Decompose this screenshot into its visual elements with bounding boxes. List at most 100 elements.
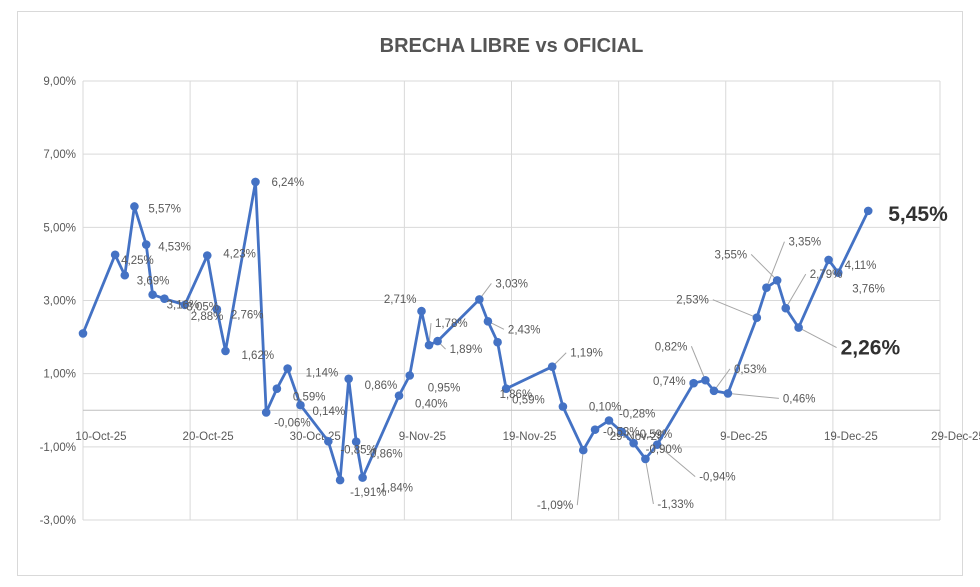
data-point-marker xyxy=(641,454,650,464)
x-axis-tick-label: 20-Oct-25 xyxy=(183,431,234,443)
data-point-label: 1,62% xyxy=(241,350,274,362)
data-point-marker xyxy=(781,303,791,313)
data-point-marker xyxy=(335,475,345,485)
data-point-marker xyxy=(863,206,873,216)
data-point-marker xyxy=(394,391,404,400)
data-point-marker xyxy=(547,362,557,372)
x-axis-tick-label: 10-Oct-25 xyxy=(75,431,126,443)
data-point-marker xyxy=(251,177,260,187)
x-axis-tick-label: 30-Oct-25 xyxy=(290,431,341,443)
data-point-label: -0,90% xyxy=(646,444,682,456)
data-point-label: 0,46% xyxy=(783,393,816,405)
data-point-label: -1,33% xyxy=(657,499,693,511)
data-point-label: 4,11% xyxy=(845,260,877,272)
data-point-label: 0,86% xyxy=(365,380,398,392)
data-point-marker xyxy=(351,437,361,447)
data-point-marker xyxy=(110,250,120,260)
data-point-marker xyxy=(604,416,614,425)
data-point-marker xyxy=(709,386,719,396)
data-point-label: 5,57% xyxy=(148,203,181,215)
x-axis-tick-label: 19-Nov-25 xyxy=(503,431,557,443)
data-point-marker xyxy=(701,375,710,385)
x-axis-tick-label: 9-Nov-25 xyxy=(399,431,446,443)
data-point-marker xyxy=(617,427,627,437)
data-point-label: -1,84% xyxy=(377,483,413,495)
data-point-marker xyxy=(590,425,600,434)
y-axis-tick-label: 5,00% xyxy=(43,222,76,234)
data-point-label: 1,78% xyxy=(435,318,468,330)
data-point-marker xyxy=(689,378,698,388)
data-point-label: 3,03% xyxy=(495,278,528,290)
data-point-marker xyxy=(160,294,169,303)
data-point-label: 3,69% xyxy=(137,275,170,287)
data-point-marker xyxy=(344,374,353,384)
chart-title: BRECHA LIBRE vs OFICIAL xyxy=(380,35,644,57)
data-point-label: 4,23% xyxy=(223,249,256,261)
x-axis-tick-label: 9-Dec-25 xyxy=(720,431,767,443)
data-point-label: 1,86% xyxy=(500,389,533,401)
data-point-marker xyxy=(493,337,502,347)
data-point-marker xyxy=(130,202,139,211)
label-leader-line xyxy=(785,273,807,309)
data-point-marker xyxy=(272,384,282,393)
data-point-label: -1,09% xyxy=(537,500,573,512)
data-point-marker xyxy=(824,255,833,265)
chart-border xyxy=(17,11,963,576)
data-point-label: 0,95% xyxy=(428,382,461,394)
data-point-label: 1,19% xyxy=(570,348,603,360)
data-point-marker xyxy=(578,445,588,455)
label-leader-line xyxy=(656,444,696,478)
data-point-marker xyxy=(261,408,271,417)
data-point-label: 3,05% xyxy=(186,302,219,314)
label-leader-line xyxy=(798,327,837,349)
data-point-marker xyxy=(120,270,130,280)
y-axis-tick-label: -1,00% xyxy=(40,442,76,454)
y-axis-tick-label: 3,00% xyxy=(43,296,76,308)
data-point-label-emphasis: 5,45% xyxy=(888,203,948,226)
data-point-marker xyxy=(762,283,771,292)
data-point-label: 1,14% xyxy=(306,368,339,380)
data-point-marker xyxy=(296,400,305,410)
data-point-marker xyxy=(483,317,493,326)
y-axis-tick-label: 9,00% xyxy=(43,76,76,88)
data-point-label: 0,53% xyxy=(734,364,767,376)
label-leader-line xyxy=(712,299,758,319)
label-leader-line xyxy=(690,346,706,381)
data-point-marker xyxy=(629,438,638,448)
data-point-marker xyxy=(558,402,568,411)
data-point-label: 2,71% xyxy=(384,294,417,306)
data-point-label: 3,76% xyxy=(852,284,885,296)
data-point-marker xyxy=(148,290,157,299)
data-point-label: 3,35% xyxy=(788,237,821,249)
data-point-marker xyxy=(283,364,292,373)
label-leader-line xyxy=(727,392,779,399)
data-point-marker xyxy=(202,251,212,260)
data-point-marker xyxy=(833,268,843,277)
data-point-label: 3,55% xyxy=(715,249,748,261)
data-point-marker xyxy=(78,329,88,338)
data-point-marker xyxy=(424,340,434,350)
data-point-label: -0,85% xyxy=(340,444,376,456)
data-point-label: 3,16% xyxy=(167,300,200,312)
data-point-marker xyxy=(405,371,415,380)
data-point-label: -0,28% xyxy=(619,408,655,420)
data-point-label: -0,94% xyxy=(699,472,735,484)
data-point-marker xyxy=(417,306,426,316)
data-point-marker xyxy=(221,346,230,356)
data-point-label: 0,10% xyxy=(589,402,622,414)
x-axis-tick-label: 29-Dec-25 xyxy=(931,431,980,443)
data-point-marker xyxy=(141,240,151,249)
data-point-label: 2,88% xyxy=(191,311,224,323)
data-point-marker xyxy=(501,384,511,393)
data-point-label: 0,59% xyxy=(512,395,545,407)
data-point-label-emphasis: 2,26% xyxy=(841,337,901,360)
label-leader-line xyxy=(765,241,785,288)
data-point-marker xyxy=(794,323,803,332)
data-point-marker xyxy=(652,440,662,449)
data-point-label: 2,76% xyxy=(231,309,264,321)
data-point-label: 2,53% xyxy=(676,295,709,307)
y-axis-tick-label: 7,00% xyxy=(43,149,76,161)
data-point-label: 2,43% xyxy=(508,324,541,336)
data-point-label: -0,86% xyxy=(366,449,402,461)
